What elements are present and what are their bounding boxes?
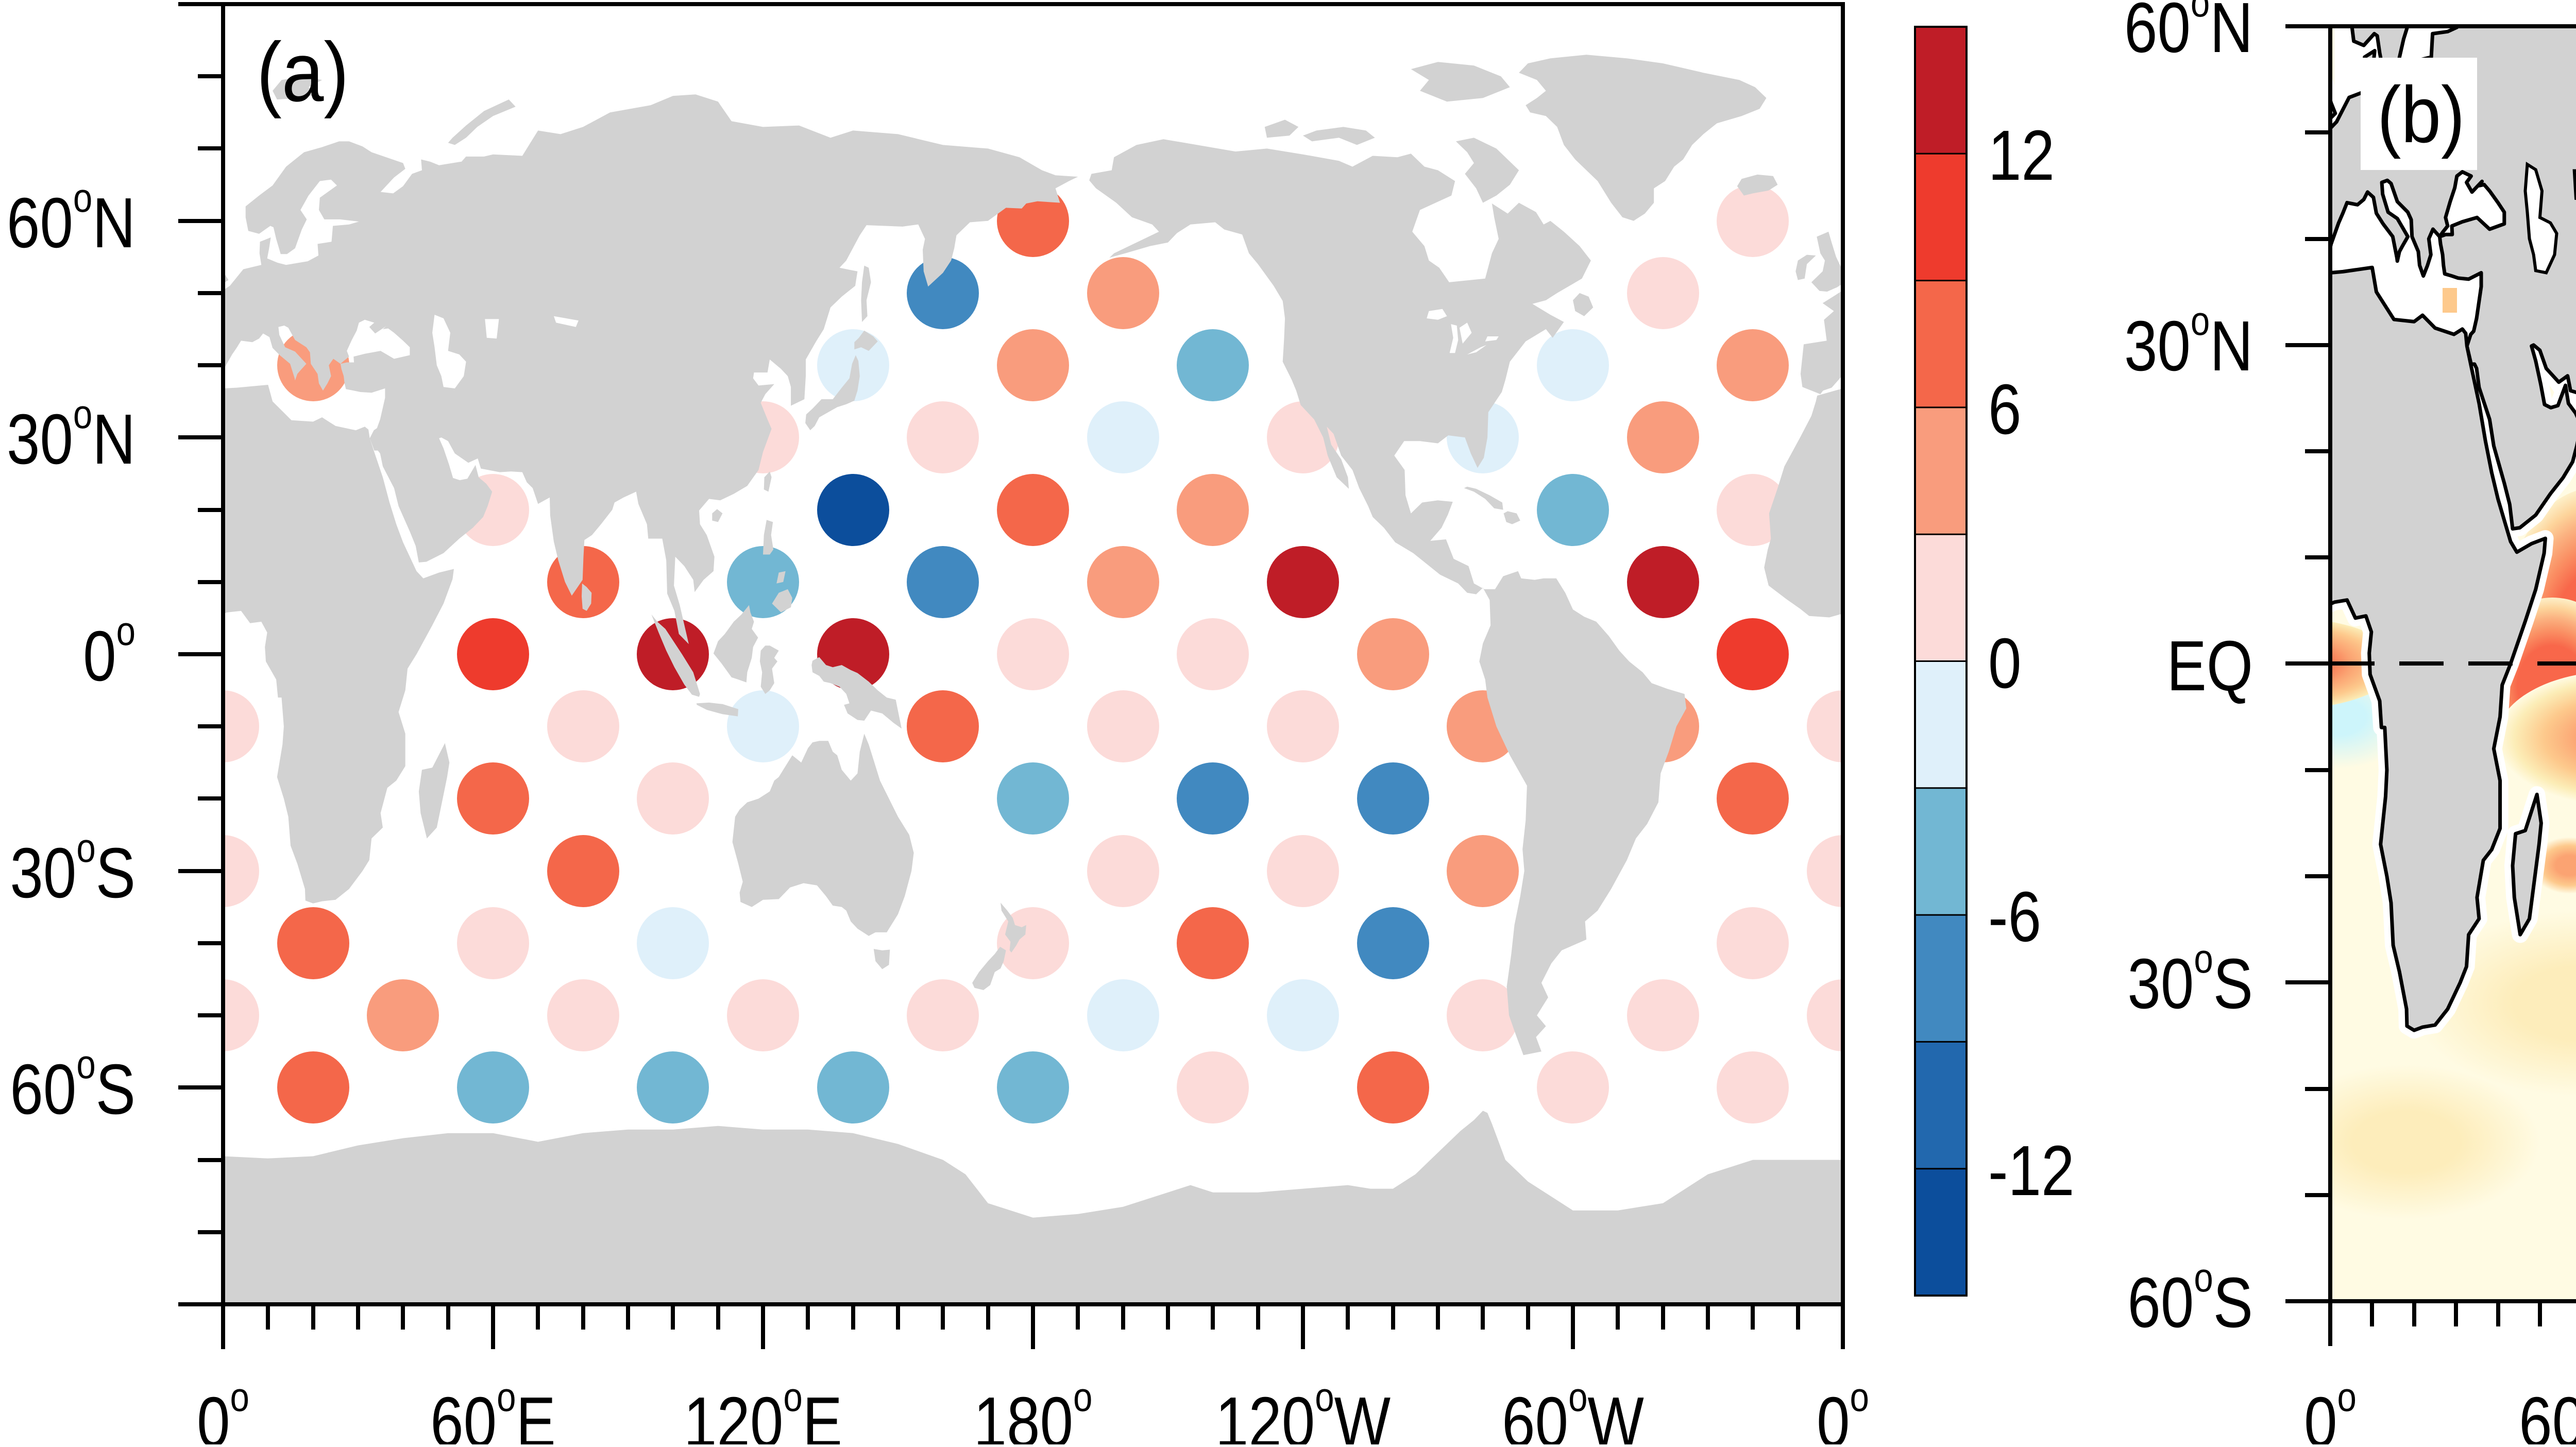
- svg-text:(a): (a): [257, 25, 349, 119]
- svg-text:60oE: 60oE: [2519, 1373, 2576, 1444]
- svg-text:30oS: 30oS: [10, 824, 135, 913]
- svg-text:30oN: 30oN: [2124, 297, 2253, 386]
- svg-text:120oE: 120oE: [684, 1373, 842, 1444]
- svg-text:60oS: 60oS: [2127, 1254, 2253, 1342]
- svg-text:180o: 180o: [974, 1373, 1093, 1444]
- svg-text:30oS: 30oS: [2127, 935, 2253, 1024]
- svg-text:30oN: 30oN: [7, 390, 135, 479]
- svg-text:6: 6: [1988, 370, 2021, 450]
- svg-text:12: 12: [1988, 116, 2055, 196]
- svg-text:60oN: 60oN: [7, 174, 135, 263]
- svg-text:(b): (b): [2377, 71, 2465, 159]
- svg-text:60oS: 60oS: [10, 1041, 135, 1129]
- svg-text:-12: -12: [1988, 1132, 2075, 1211]
- svg-text:120oW: 120oW: [1215, 1373, 1391, 1444]
- svg-text:60oN: 60oN: [2124, 0, 2253, 67]
- svg-text:EQ: EQ: [2167, 627, 2253, 706]
- svg-text:60oE: 60oE: [430, 1373, 556, 1444]
- svg-text:-6: -6: [1988, 878, 2041, 957]
- svg-text:0: 0: [1988, 624, 2021, 704]
